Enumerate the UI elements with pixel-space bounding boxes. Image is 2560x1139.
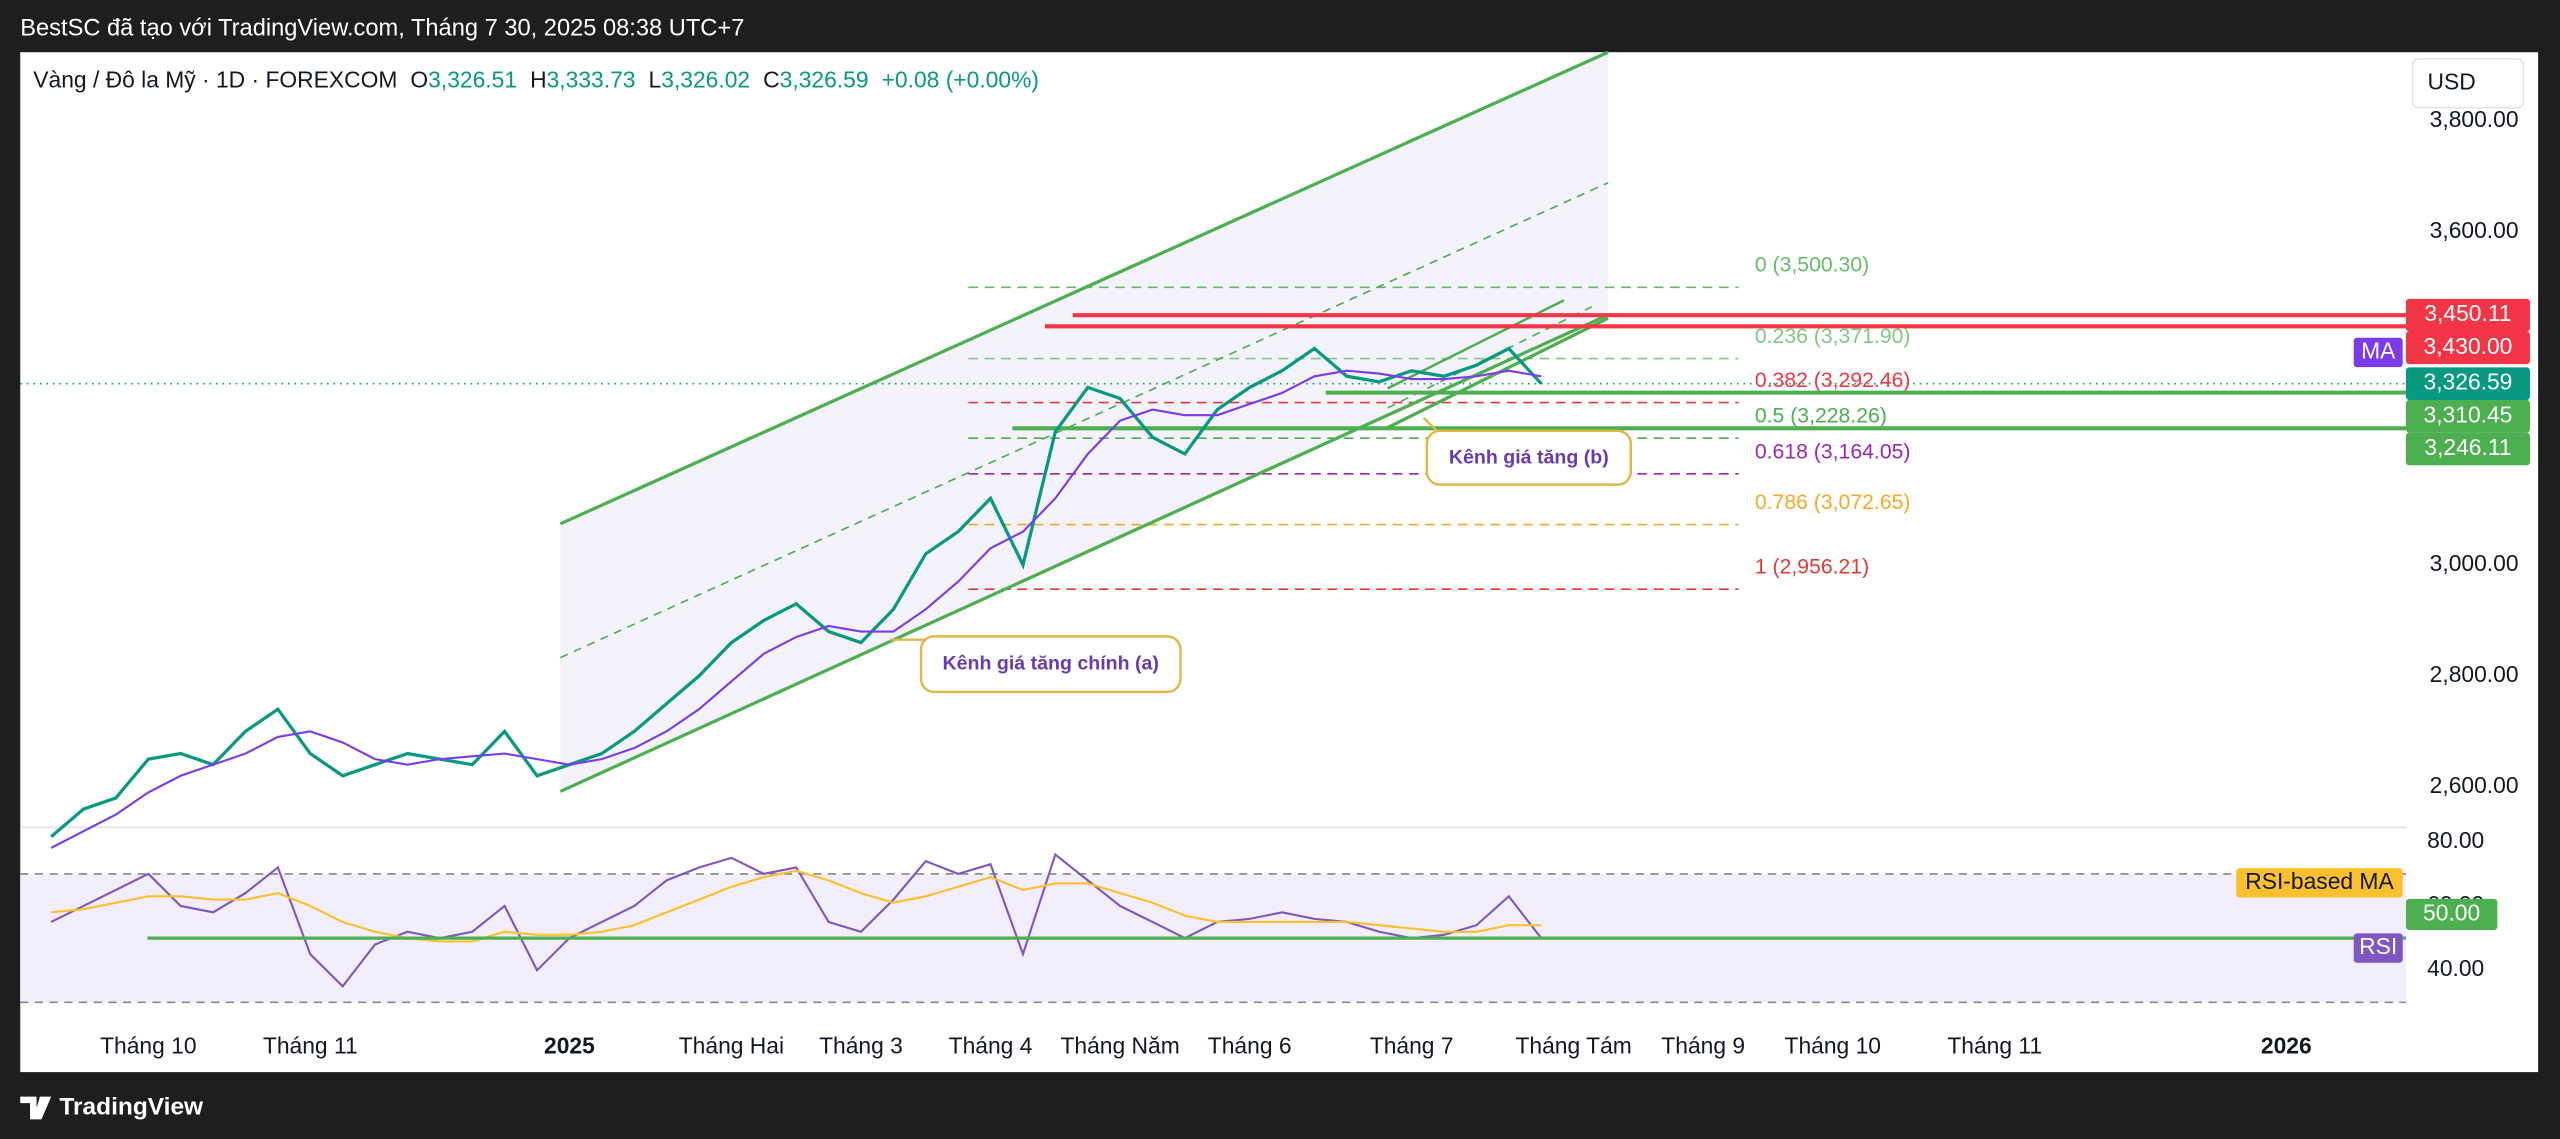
axis-price-box xyxy=(2405,298,2530,332)
axis-price-box xyxy=(2405,331,2530,365)
y-tick-label: 3,600.00 xyxy=(2430,217,2519,243)
x-tick-label: 2026 xyxy=(2261,1033,2312,1059)
x-tick-label: Tháng Hai xyxy=(679,1033,784,1059)
x-tick-label: Tháng 10 xyxy=(100,1033,196,1059)
axis-price-box xyxy=(2405,432,2530,466)
callout-a: Kênh giá tăng chính (a) xyxy=(889,635,1182,694)
chart-layer: 0 (3,500.30) 0.236 (3,371.90) 0.382 (3,292… xyxy=(50,106,2530,1059)
x-tick-label: Tháng 4 xyxy=(949,1033,1033,1059)
ohlc-value: 3,333.73 xyxy=(547,67,636,93)
fib-label: 0.236 (3,371.90) xyxy=(1755,325,1911,348)
axis-price-box xyxy=(2405,367,2530,401)
x-tick-label: 2025 xyxy=(544,1033,595,1059)
x-tick-label: Tháng 7 xyxy=(1370,1033,1454,1059)
x-tick-label: Tháng 11 xyxy=(263,1033,358,1059)
y-tick-label: 3,800.00 xyxy=(2430,106,2519,132)
brand-logo xyxy=(20,1096,52,1120)
ohlc-value: 3,326.59 xyxy=(780,67,869,93)
fib-label: 0.618 (3,164.05) xyxy=(1755,440,1911,463)
y-tick-label: 2,600.00 xyxy=(2430,772,2519,798)
fib-label: 0.382 (3,292.46) xyxy=(1755,369,1911,392)
ohlc-value: 3,326.51 xyxy=(428,67,517,93)
axis-price-label: 3,430.00 xyxy=(2424,333,2513,359)
x-tick-label: Tháng 6 xyxy=(1208,1033,1292,1059)
axis-price-label: 3,326.59 xyxy=(2424,369,2513,395)
x-tick-label: Tháng 10 xyxy=(1785,1033,1881,1059)
series-line xyxy=(50,852,1543,988)
axis-price-label: 3,310.45 xyxy=(2424,401,2513,427)
fib-label: 1 (2,956.21) xyxy=(1755,556,1869,579)
legend-label: RSI-based MA xyxy=(2245,868,2394,894)
callout-box xyxy=(1425,429,1633,486)
annotation: Kênh giá tăng (b) xyxy=(1449,447,1609,469)
ohlc-key: O xyxy=(410,67,428,93)
legend-label: RSI xyxy=(2359,933,2397,959)
fib-label: 0 (3,500.30) xyxy=(1755,254,1869,277)
axis-price-label: 3,450.11 xyxy=(2424,300,2511,326)
currency-button[interactable] xyxy=(2411,57,2525,109)
rsi-level-box xyxy=(2405,898,2498,930)
y2-tick-label: 80.00 xyxy=(2427,827,2484,853)
brand: TradingView xyxy=(59,1093,204,1120)
x-tick-label: Tháng 9 xyxy=(1661,1033,1745,1059)
x-tick-label: Tháng 11 xyxy=(1947,1033,2042,1059)
ohlc-key: H xyxy=(530,67,547,93)
header-title: BestSC đã tạo với TradingView.com, Tháng… xyxy=(20,16,744,42)
symbol: Vàng / Đô la Mỹ · 1D · FOREXCOM xyxy=(33,67,397,93)
series-line xyxy=(50,369,1542,849)
ohlc-key: C xyxy=(763,67,780,93)
legend-label: MA xyxy=(2361,338,2396,364)
ohlc-value: 3,326.02 xyxy=(661,67,750,93)
axis-price-box xyxy=(2405,400,2530,433)
legend-tag xyxy=(2353,337,2403,368)
rsi-level-label: 50.00 xyxy=(2423,899,2480,925)
legend-line: Vàng / Đô la Mỹ · 1D · FOREXCOM O3,326.51… xyxy=(33,67,1039,93)
channel-a-mid xyxy=(560,182,1609,659)
series-line xyxy=(50,869,1542,943)
y-tick-label: 2,800.00 xyxy=(2430,661,2519,687)
callout-box xyxy=(919,635,1182,694)
channel-a-upper xyxy=(559,50,1609,526)
legend-tag xyxy=(2353,933,2403,963)
change: +0.08 (+0.00%) xyxy=(882,67,1039,93)
y-tick-label: 3,000.00 xyxy=(2430,550,2519,576)
series-line xyxy=(50,346,1543,839)
x-tick-label: Tháng Năm xyxy=(1060,1033,1179,1059)
y2-tick-label: 40.00 xyxy=(2427,955,2484,981)
callout-b: Kênh giá tăng (b) xyxy=(1422,416,1633,486)
channel-fill xyxy=(560,52,1608,792)
fib-label: 0.5 (3,228.26) xyxy=(1755,405,1887,428)
callout-pointer xyxy=(1422,416,1438,432)
x-tick-label: Tháng Tám xyxy=(1515,1033,1631,1059)
ohlc-key: L xyxy=(649,67,662,93)
annotation: Kênh giá tăng chính (a) xyxy=(943,652,1159,674)
x-tick-label: Tháng 3 xyxy=(819,1033,903,1059)
axis-price-label: 3,246.11 xyxy=(2424,434,2511,460)
currency[interactable]: USD xyxy=(2428,68,2476,94)
legend-tag xyxy=(2236,868,2403,898)
fib-label: 0.786 (3,072.65) xyxy=(1755,491,1911,514)
